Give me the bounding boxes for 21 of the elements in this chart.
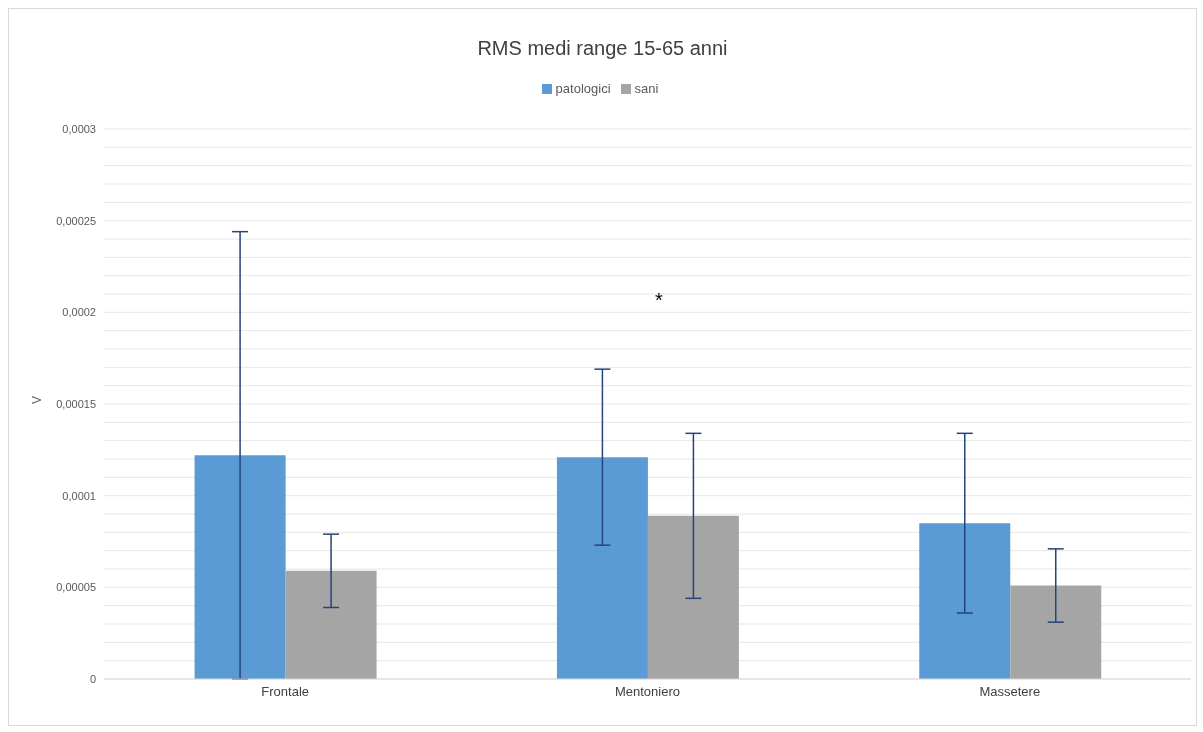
bar xyxy=(1010,585,1102,679)
y-tick-label: 0 xyxy=(89,673,96,685)
x-tick-label: Mentoniero xyxy=(614,684,681,700)
y-tick-label: 0,00015 xyxy=(56,398,96,410)
y-tick-label: 0,00005 xyxy=(56,581,96,594)
bar xyxy=(194,455,286,679)
annotation: * xyxy=(654,289,664,312)
y-axis-title: V xyxy=(30,395,45,404)
bar xyxy=(285,570,377,679)
y-tick-label: 0,0003 xyxy=(62,123,96,135)
bar xyxy=(919,523,1011,679)
bar xyxy=(647,515,739,679)
y-tick-label: 0,0002 xyxy=(62,306,96,319)
x-tick-label: Frontale xyxy=(261,684,310,700)
x-tick-label: Massetere xyxy=(979,684,1041,700)
legend-label: sani xyxy=(634,81,659,96)
y-tick-label: 0,0001 xyxy=(62,489,96,502)
legend-label: patologici xyxy=(555,81,611,96)
chart-title: RMS medi range 15-65 anni xyxy=(476,36,729,61)
bar xyxy=(556,457,648,679)
y-tick-label: 0,00025 xyxy=(56,214,96,227)
